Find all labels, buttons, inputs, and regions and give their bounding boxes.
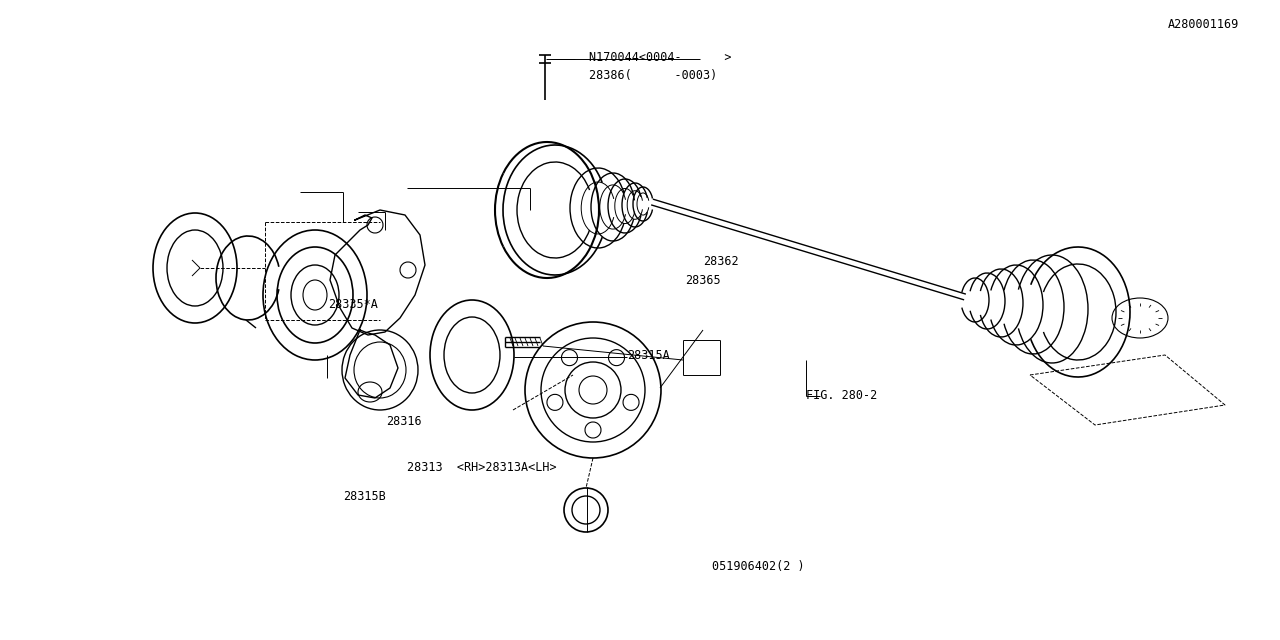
Text: 28386(      -0003): 28386( -0003) — [589, 69, 717, 82]
Text: 28315A: 28315A — [627, 349, 669, 362]
Text: 28365: 28365 — [685, 274, 721, 287]
Text: 28362: 28362 — [703, 255, 739, 268]
Text: 28315B: 28315B — [343, 490, 385, 502]
Text: 051906402(2 ): 051906402(2 ) — [712, 560, 804, 573]
Text: N170044<0004-      >: N170044<0004- > — [589, 51, 731, 64]
Text: 28316: 28316 — [387, 415, 422, 428]
Text: A280001169: A280001169 — [1167, 18, 1239, 31]
Text: 28335*A: 28335*A — [328, 298, 378, 311]
Text: FIG. 280-2: FIG. 280-2 — [806, 389, 878, 402]
Text: 28313  <RH>28313A<LH>: 28313 <RH>28313A<LH> — [407, 461, 557, 474]
